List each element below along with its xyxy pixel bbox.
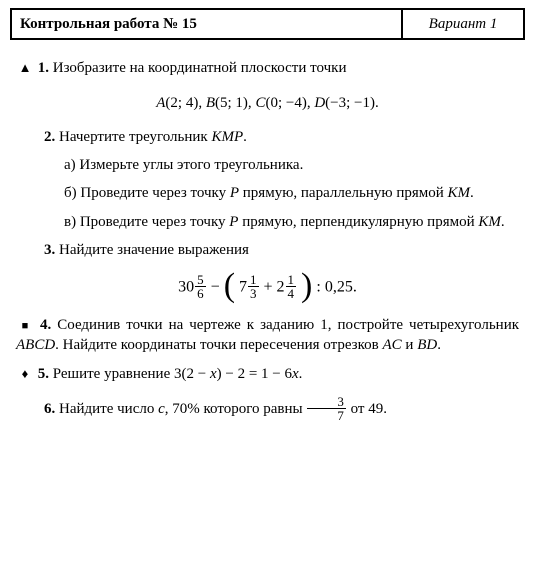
point-P-b: P bbox=[230, 185, 239, 201]
expr-minus: − bbox=[211, 279, 224, 296]
triangle-name: KMP bbox=[211, 129, 243, 145]
coords-A: (2; 4), bbox=[165, 95, 205, 111]
frac-1-3: 13 bbox=[248, 273, 259, 300]
variant-label: Вариант 1 bbox=[403, 10, 523, 38]
num-1a: 1 bbox=[248, 273, 259, 287]
var-x2: x bbox=[292, 366, 299, 382]
task-3-text: Найдите значение выражения bbox=[59, 242, 249, 258]
num-5: 5 bbox=[195, 273, 206, 287]
den-4: 4 bbox=[286, 287, 297, 300]
coords-C: (0; −4), bbox=[265, 95, 314, 111]
point-C: C bbox=[255, 95, 265, 111]
expr-7: 7 bbox=[239, 279, 247, 296]
task-3-expression: 3056 − ( 713 + 214 ) : 0,25. bbox=[16, 274, 519, 301]
task-4-text2: . Найдите координаты точки пересечения о… bbox=[55, 337, 382, 353]
task-6-text3: от 49. bbox=[347, 401, 387, 417]
task-6-text1: Найдите число bbox=[59, 401, 158, 417]
expr-plus: + bbox=[264, 279, 277, 296]
task-2c-text2: прямую, перпендикулярную прямой bbox=[238, 214, 478, 230]
frac-3-7: 37 bbox=[307, 395, 346, 422]
task-2a: а) Измерьте углы этого треугольника. bbox=[16, 155, 519, 175]
task-2a-text: Измерьте углы этого треугольника. bbox=[79, 157, 303, 173]
task-4-text1: Соединив точки на чертеже к заданию 1, п… bbox=[57, 317, 519, 333]
paren-left-icon: ( bbox=[224, 267, 235, 304]
task-2b-label: б) bbox=[64, 185, 80, 201]
task-6: 6. Найдите число c, 70% которого равны 3… bbox=[16, 396, 519, 423]
task-2c-dot: . bbox=[501, 214, 505, 230]
var-x1: x bbox=[210, 366, 217, 382]
task-2b-dot: . bbox=[470, 185, 474, 201]
quad-ABCD: ABCD bbox=[16, 337, 55, 353]
task-1-formula: A(2; 4), B(5; 1), C(0; −4), D(−3; −1). bbox=[16, 93, 519, 113]
task-2: 2. Начертите треугольник KMP. bbox=[16, 127, 519, 147]
task-2c: в) Проведите через точку P прямую, перпе… bbox=[16, 212, 519, 232]
coords-B: (5; 1), bbox=[215, 95, 255, 111]
task-2-dot: . bbox=[243, 129, 247, 145]
diamond-marker-icon: ♦ bbox=[16, 365, 34, 383]
task-4: ■ 4. Соединив точки на чертеже к заданию… bbox=[16, 315, 519, 356]
num-3: 3 bbox=[307, 395, 346, 409]
var-c: c bbox=[158, 401, 165, 417]
task-1-text: Изобразите на координатной плоскости точ… bbox=[53, 60, 347, 76]
task-3: 3. Найдите значение выражения bbox=[16, 240, 519, 260]
task-6-number: 6. bbox=[44, 401, 55, 417]
task-2-text: Начертите треугольник bbox=[59, 129, 211, 145]
square-marker-icon: ■ bbox=[16, 319, 34, 334]
line-KM-c: KM bbox=[478, 214, 501, 230]
task-5: ♦ 5. Решите уравнение 3(2 − x) − 2 = 1 −… bbox=[16, 364, 519, 384]
task-4-number: 4. bbox=[40, 317, 51, 333]
task-5-number: 5. bbox=[38, 366, 49, 382]
line-KM-b: KM bbox=[448, 185, 471, 201]
frac-1-4: 14 bbox=[286, 273, 297, 300]
task-1: ▲ 1. Изобразите на координатной плоскост… bbox=[16, 58, 519, 78]
task-3-number: 3. bbox=[44, 242, 55, 258]
header-box: Контрольная работа № 15 Вариант 1 bbox=[10, 8, 525, 40]
content: ▲ 1. Изобразите на координатной плоскост… bbox=[10, 58, 525, 423]
seg-AC: AC bbox=[382, 337, 401, 353]
task-5-dot: . bbox=[299, 366, 303, 382]
den-7: 7 bbox=[307, 409, 346, 422]
den-6: 6 bbox=[195, 287, 206, 300]
den-3: 3 bbox=[248, 287, 259, 300]
task-5-mid: ) − 2 = 1 − 6 bbox=[217, 366, 292, 382]
expr-tail: : 0,25. bbox=[316, 279, 356, 296]
point-B: B bbox=[206, 95, 215, 111]
task-1-number: 1. bbox=[38, 60, 49, 76]
paren-right-icon: ) bbox=[301, 267, 312, 304]
frac-5-6: 56 bbox=[195, 273, 206, 300]
task-4-dot: . bbox=[437, 337, 441, 353]
task-2a-label: а) bbox=[64, 157, 79, 173]
task-5-text: Решите уравнение 3(2 − bbox=[53, 366, 210, 382]
task-2b-text1: Проведите через точку bbox=[80, 185, 229, 201]
task-2c-text1: Проведите через точку bbox=[80, 214, 229, 230]
task-2b-text2: прямую, параллельную прямой bbox=[239, 185, 447, 201]
point-D: D bbox=[314, 95, 325, 111]
task-6-text2: , 70% которого равны bbox=[165, 401, 307, 417]
coords-D: (−3; −1). bbox=[325, 95, 379, 111]
expr-2: 2 bbox=[277, 279, 285, 296]
num-1b: 1 bbox=[286, 273, 297, 287]
triangle-marker-icon: ▲ bbox=[16, 59, 34, 77]
seg-BD: BD bbox=[417, 337, 437, 353]
task-2-number: 2. bbox=[44, 129, 55, 145]
task-4-and: и bbox=[402, 337, 418, 353]
worksheet-title: Контрольная работа № 15 bbox=[12, 10, 403, 38]
expr-30: 30 bbox=[178, 279, 194, 296]
task-2c-label: в) bbox=[64, 214, 80, 230]
task-2b: б) Проведите через точку P прямую, парал… bbox=[16, 183, 519, 203]
